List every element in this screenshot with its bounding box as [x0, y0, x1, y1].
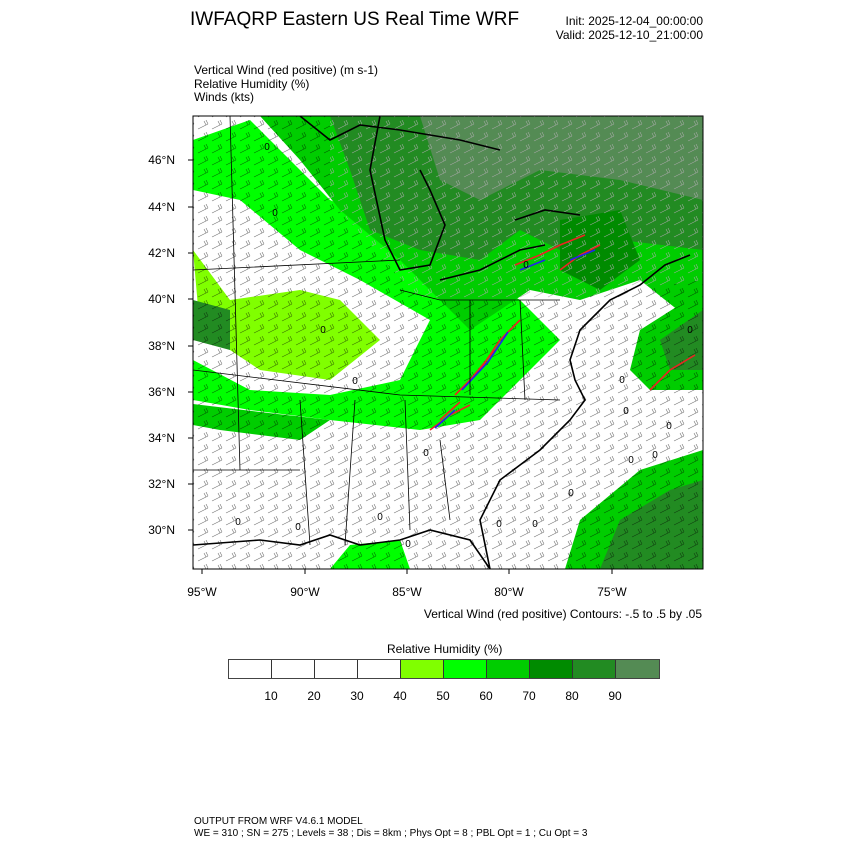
colorbar-title: Relative Humidity (%): [387, 642, 503, 656]
plot-title: IWFAQRP Eastern US Real Time WRF: [190, 9, 520, 30]
colorbar-label: 60: [479, 689, 493, 703]
svg-text:0: 0: [568, 488, 574, 499]
footer-line: OUTPUT FROM WRF V4.6.1 MODEL: [194, 816, 363, 827]
colorbar-swatch: [272, 660, 315, 678]
field-winds: Winds (kts): [194, 90, 254, 104]
svg-text:0: 0: [628, 455, 634, 466]
svg-text:0: 0: [377, 512, 383, 523]
colorbar-swatch: [573, 660, 616, 678]
colorbar-label: 70: [522, 689, 536, 703]
contour-zero-labels: 0 0 0 0 0 0 0 0 0 0 0 0 0 0 0 0 0 0 0: [235, 142, 693, 550]
svg-text:0: 0: [666, 421, 672, 432]
colorbar-swatch: [229, 660, 272, 678]
map-frame: [192, 115, 704, 570]
vertical-wind-contours: [429, 234, 696, 431]
svg-text:0: 0: [523, 260, 529, 271]
lat-label: 44°N: [148, 200, 175, 214]
colorbar-swatch: [487, 660, 530, 678]
lat-label: 46°N: [148, 153, 175, 167]
svg-text:0: 0: [405, 539, 411, 550]
lat-label: 34°N: [148, 431, 175, 445]
svg-text:0: 0: [652, 450, 658, 461]
lat-label: 36°N: [148, 385, 175, 399]
lat-label: 42°N: [148, 246, 175, 260]
colorbar-label: 30: [350, 689, 364, 703]
lon-label: 85°W: [392, 585, 422, 599]
colorbar-swatch: [401, 660, 444, 678]
contour-info: Vertical Wind (red positive) Contours: -…: [423, 607, 702, 621]
colorbar-swatch: [358, 660, 401, 678]
field-vertical-wind: Vertical Wind (red positive) (m s-1): [194, 63, 379, 77]
lon-label: 95°W: [187, 585, 217, 599]
svg-text:0: 0: [264, 142, 270, 153]
svg-text:0: 0: [235, 517, 241, 528]
init-time: Init: 2025-12-04_00:00:00: [565, 14, 703, 28]
colorbar-label: 40: [393, 689, 407, 703]
svg-text:0: 0: [623, 406, 629, 417]
axis-ticks: [188, 159, 613, 574]
lat-label: 30°N: [148, 523, 175, 537]
svg-text:0: 0: [320, 325, 326, 336]
colorbar-label: 50: [436, 689, 450, 703]
colorbar-label: 90: [608, 689, 622, 703]
model-info: OUTPUT FROM WRF V4.6.1 MODEL WE = 310 ; …: [194, 816, 587, 840]
svg-text:0: 0: [532, 519, 538, 530]
colorbar-swatch: [315, 660, 358, 678]
svg-text:0: 0: [496, 519, 502, 530]
field-rh: Relative Humidity (%): [194, 76, 310, 91]
coastlines-borders: [193, 116, 691, 569]
valid-time: Valid: 2025-12-10_21:00:00: [555, 28, 703, 42]
svg-text:0: 0: [272, 208, 278, 219]
lat-label: 38°N: [148, 339, 175, 353]
lon-label: 80°W: [494, 585, 524, 599]
footer-line: WE = 310 ; SN = 275 ; Levels = 38 ; Dis …: [194, 828, 588, 839]
svg-text:0: 0: [687, 325, 693, 336]
colorbar-label: 80: [565, 689, 579, 703]
svg-text:0: 0: [352, 376, 358, 387]
svg-text:0: 0: [619, 375, 625, 386]
lon-label: 90°W: [290, 585, 320, 599]
state-borders: [193, 116, 561, 546]
colorbar-label: 10: [264, 689, 278, 703]
colorbar-swatch: [530, 660, 573, 678]
colorbar-swatch: [616, 660, 659, 678]
lat-label: 40°N: [148, 292, 175, 306]
lat-label: 32°N: [148, 477, 175, 491]
svg-text:0: 0: [295, 522, 301, 533]
svg-text:0: 0: [423, 448, 429, 459]
field-list: Vertical Wind (red positive) (m s-1) Rel…: [194, 63, 379, 105]
colorbar-swatch: [444, 660, 487, 678]
colorbar-label: 20: [307, 689, 321, 703]
colorbar: [228, 659, 660, 679]
time-info: Init: 2025-12-04_00:00:00 Valid: 2025-12…: [556, 14, 703, 42]
lon-label: 75°W: [597, 585, 627, 599]
